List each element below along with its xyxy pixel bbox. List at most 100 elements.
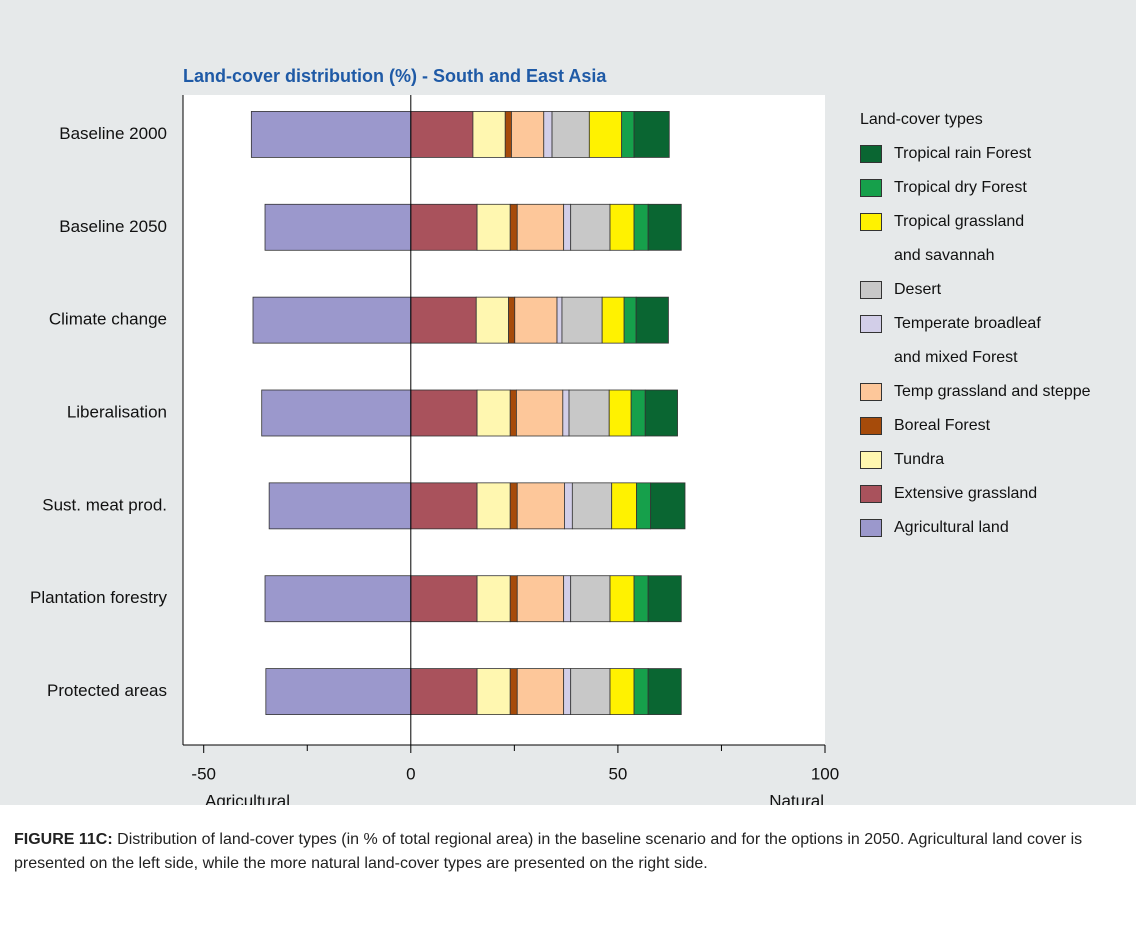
bar-segment [410,203,478,251]
legend-label: Desert [894,281,942,298]
legend-item: Desert [860,273,1136,307]
bar-segment [264,203,412,251]
caption-label: FIGURE 11C: [14,831,113,848]
legend-label: Tropical grassland and savannah [894,213,1025,264]
bar-segment [410,296,477,344]
bar-segment [472,111,506,158]
bar-segment [564,482,573,530]
x-tick-label: 0 [406,764,415,783]
bar-segment [250,111,412,158]
bar-segment [476,482,511,530]
bar-segment [509,668,518,715]
x-tick-label: 50 [608,764,627,783]
bar-segment [410,575,478,623]
bar-segment [633,203,649,251]
legend-swatch [860,145,882,163]
legend-item: Temp grassland and steppe [860,375,1136,409]
legend-label: Tropical rain Forest [894,145,1032,162]
bar-segment [609,668,635,715]
y-tick-label: Liberalisation [67,402,167,421]
legend-item: Temperate broadleaf and mixed Forest [860,307,1136,375]
x-label-right: Natural [769,791,824,805]
legend-swatch [860,315,882,333]
chart-title: Land-cover distribution (%) - South and … [183,66,607,86]
legend-item: Extensive grassland [860,477,1136,511]
bar-segment [268,482,412,530]
legend: Land-cover types Tropical rain Forest Tro… [860,103,1136,545]
bar-segment [647,203,682,251]
y-tick-label: Baseline 2050 [59,217,167,236]
bar-segment [476,203,511,251]
bar-segment [509,575,518,623]
bar-segment [265,668,412,715]
y-tick-label: Protected areas [47,681,167,700]
bar-segment [570,575,611,623]
bar-segment [571,482,613,530]
legend-item: Tropical grassland and savannah [860,205,1136,273]
legend-item: Tundra [860,443,1136,477]
caption-text: Distribution of land-cover types (in % o… [14,831,1083,872]
x-label-left: Agricultural [205,791,290,805]
legend-label: Tundra [894,451,945,468]
bar-segment [252,296,412,344]
legend-swatch [860,213,882,231]
bar-segment [647,668,682,715]
legend-label: Agricultural land [894,519,1009,536]
bar-segment [504,111,512,158]
bar-segment [516,668,565,715]
legend-item: Tropical dry Forest [860,171,1136,205]
bar-segment [514,296,558,344]
bar-segment [511,111,545,158]
bar-segment [516,575,565,623]
bar-segment [516,203,565,251]
y-tick-label: Plantation forestry [30,588,168,607]
legend-item: Agricultural land [860,511,1136,545]
legend-swatch [860,519,882,537]
legend-swatch [860,383,882,401]
legend-label: Tropical dry Forest [894,179,1027,196]
legend-swatch [860,485,882,503]
bar-segment [609,575,635,623]
bar-segment [650,482,686,530]
legend-label: Temperate broadleaf and mixed Forest [894,315,1041,366]
bar-segment [410,111,474,158]
caption: FIGURE 11C: Distribution of land-cover t… [0,805,1136,927]
bar-segment [635,296,669,344]
bar-segment [410,389,478,437]
bar-segment [264,575,412,623]
bar-segment [633,668,649,715]
bar-segment [508,296,516,344]
legend-swatch [860,417,882,435]
bar-segment [261,389,412,437]
bar-segment [608,389,632,437]
legend-item: Boreal Forest [860,409,1136,443]
bar-segment [611,482,637,530]
legend-swatch [860,179,882,197]
bar-segment [516,389,564,437]
bar-segment [623,296,637,344]
y-tick-label: Baseline 2000 [59,124,167,143]
bar-segment [563,668,572,715]
bar-segment [647,575,682,623]
bar-segment [630,389,646,437]
bar-segment [509,389,517,437]
x-tick-label: -50 [191,764,216,783]
bar-segment [476,668,511,715]
bar-segment [551,111,590,158]
bar-segment [476,389,511,437]
bar-segment [562,389,570,437]
bar-segment [561,296,603,344]
bar-segment [601,296,625,344]
bar-segment [410,668,478,715]
bar-segment [621,111,635,158]
bar-segment [516,482,565,530]
bar-segment [644,389,678,437]
bar-segment [570,203,611,251]
legend-label: Extensive grassland [894,485,1038,502]
bar-segment [476,575,511,623]
bar-segment [410,482,478,530]
bar-segment [563,203,572,251]
x-tick-label: 100 [811,764,839,783]
bar-segment [568,389,610,437]
